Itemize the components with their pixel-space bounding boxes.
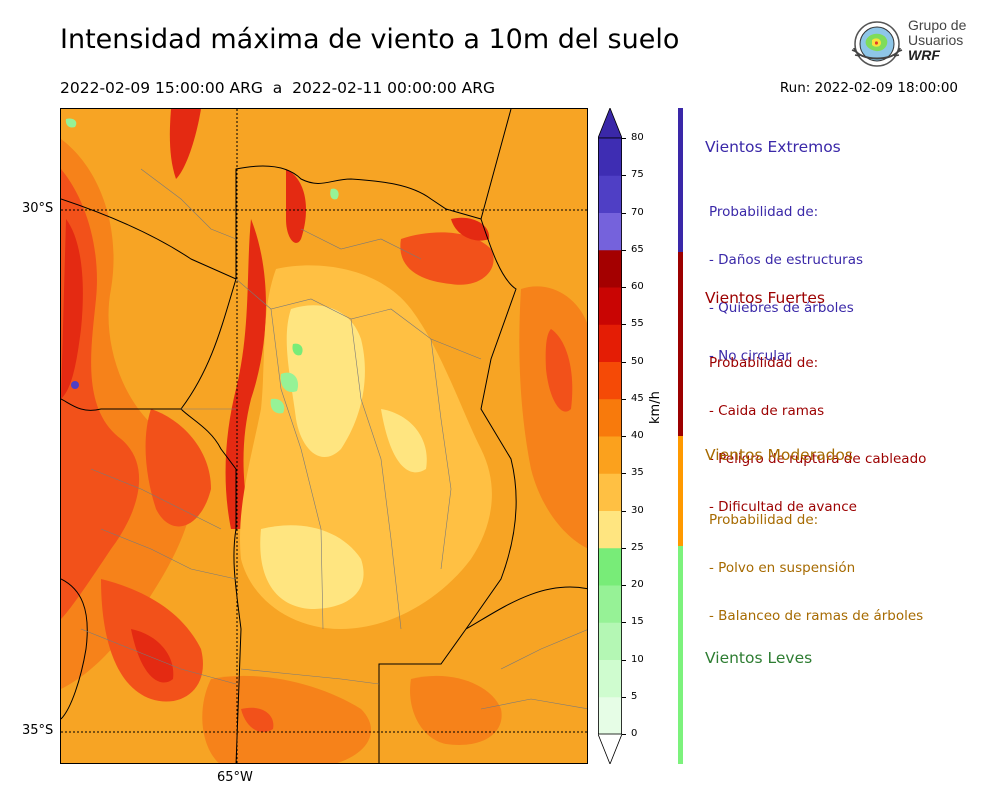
colorbar-bin bbox=[598, 212, 622, 251]
colorbar-tick-label: 40 bbox=[631, 430, 644, 441]
category-text-strong: Probabilidad de: - Caida de ramas - Peli… bbox=[709, 323, 926, 531]
colorbar-bin bbox=[598, 659, 622, 698]
colorbar-tick-label: 75 bbox=[631, 169, 644, 181]
colorbar-tick-mark bbox=[622, 212, 626, 214]
wrf-logo: Grupo de Usuarios WRF bbox=[848, 18, 970, 72]
colorbar-tick-label: 5 bbox=[631, 690, 638, 702]
globe-logo-icon bbox=[851, 21, 903, 67]
colorbar-tick-mark bbox=[622, 249, 626, 251]
colorbar-extend-high bbox=[597, 106, 623, 139]
colorbar-tick-mark bbox=[622, 473, 626, 475]
colorbar-tick-label: 60 bbox=[631, 281, 644, 292]
category-bar-light bbox=[678, 546, 683, 764]
colorbar-tick-mark bbox=[622, 547, 626, 549]
category-bar-extreme bbox=[678, 108, 683, 252]
colorbar-tick-mark bbox=[622, 138, 626, 139]
run-time: Run: 2022-02-09 18:00:00 bbox=[779, 80, 958, 96]
lat-label-35s: 35°S bbox=[22, 723, 54, 738]
map-title: Intensidad máxima de viento a 10m del su… bbox=[60, 24, 680, 55]
colorbar-tick-mark bbox=[622, 659, 626, 661]
colorbar-bin bbox=[598, 696, 622, 735]
colorbar-tick-label: 80 bbox=[631, 132, 644, 143]
colorbar-extend-low bbox=[597, 733, 623, 766]
colorbar-bin bbox=[598, 473, 622, 511]
colorbar-tick-mark bbox=[622, 734, 626, 735]
colorbar bbox=[597, 106, 623, 766]
colorbar-bin bbox=[598, 398, 622, 437]
category-text-extreme: Probabilidad de: - Daños de estructuras … bbox=[709, 172, 863, 380]
category-line: - Daños de estructuras bbox=[709, 252, 864, 268]
colorbar-bin bbox=[598, 138, 622, 176]
category-line: - Polvo en suspensión bbox=[709, 560, 856, 576]
category-bar-moderate bbox=[678, 436, 683, 546]
category-line: Probabilidad de: bbox=[709, 512, 819, 528]
logo-line-1: Grupo de bbox=[908, 17, 967, 33]
category-title-light: Vientos Leves bbox=[705, 649, 813, 667]
category-title-extreme: Vientos Extremos bbox=[705, 138, 841, 156]
colorbar-bin bbox=[598, 436, 622, 474]
colorbar-tick-label: 30 bbox=[631, 504, 644, 516]
category-line: - Peligro de ruptura de cableado bbox=[709, 451, 927, 467]
colorbar-tick-mark bbox=[622, 361, 626, 363]
category-line: Probabilidad de: bbox=[709, 204, 819, 220]
colorbar-tick-mark bbox=[622, 436, 626, 437]
colorbar-bin bbox=[598, 547, 622, 586]
colorbar-bin bbox=[598, 585, 622, 623]
colorbar-tick-mark bbox=[622, 324, 626, 326]
colorbar-tick-mark bbox=[622, 287, 626, 288]
logo-line-2: Usuarios bbox=[908, 32, 964, 48]
category-title-moderate: Vientos Moderados bbox=[705, 446, 853, 464]
colorbar-tick-label: 25 bbox=[631, 541, 644, 553]
time-range: 2022-02-09 15:00:00 ARG a 2022-02-11 00:… bbox=[60, 79, 496, 97]
colorbar-svg bbox=[597, 106, 623, 766]
colorbar-tick-label: 10 bbox=[631, 653, 644, 665]
colorbar-tick-label: 65 bbox=[631, 243, 644, 255]
logo-text: Grupo de Usuarios WRF bbox=[908, 18, 966, 63]
category-title-strong: Vientos Fuertes bbox=[705, 289, 825, 307]
category-line: - Balanceo de ramas de árboles bbox=[709, 608, 924, 624]
wind-map bbox=[60, 108, 588, 764]
colorbar-tick-mark bbox=[622, 696, 626, 698]
colorbar-tick-label: 15 bbox=[631, 616, 644, 628]
wind-field bbox=[61, 109, 587, 763]
colorbar-tick-mark bbox=[622, 398, 626, 400]
colorbar-tick-label: 55 bbox=[631, 318, 644, 330]
colorbar-bin bbox=[598, 287, 622, 325]
category-line: - Caida de ramas bbox=[709, 403, 825, 419]
colorbar-tick-mark bbox=[622, 175, 626, 177]
logo-line-3: WRF bbox=[908, 47, 940, 63]
colorbar-tick-label: 70 bbox=[631, 206, 644, 218]
colorbar-tick-mark bbox=[622, 622, 626, 624]
category-line: - No circular bbox=[709, 348, 791, 364]
colorbar-bin bbox=[598, 249, 622, 288]
lat-label-30s: 30°S bbox=[22, 201, 54, 216]
colorbar-tick-mark bbox=[622, 585, 626, 586]
colorbar-bin bbox=[598, 324, 622, 362]
colorbar-tick-label: 20 bbox=[631, 579, 644, 590]
colorbar-tick-label: 0 bbox=[631, 728, 638, 739]
colorbar-tick-label: 50 bbox=[631, 355, 644, 367]
category-text-moderate: Probabilidad de: - Polvo en suspensión -… bbox=[709, 480, 923, 640]
category-line: Probabilidad de: bbox=[709, 355, 819, 371]
category-line: - Dificultad de avance bbox=[709, 499, 857, 515]
colorbar-bin bbox=[598, 622, 622, 660]
category-line: - Quiebres de árboles bbox=[709, 300, 854, 316]
colorbar-tick-label: 45 bbox=[631, 392, 644, 404]
colorbar-unit: km/h bbox=[648, 391, 663, 424]
colorbar-bin bbox=[598, 361, 622, 400]
colorbar-bin bbox=[598, 175, 622, 213]
colorbar-bin bbox=[598, 510, 622, 549]
colorbar-tick-mark bbox=[622, 510, 626, 512]
lon-label-65w: 65°W bbox=[217, 770, 253, 785]
colorbar-frame bbox=[598, 137, 623, 735]
colorbar-tick-label: 35 bbox=[631, 467, 644, 479]
category-bar-strong bbox=[678, 252, 683, 436]
